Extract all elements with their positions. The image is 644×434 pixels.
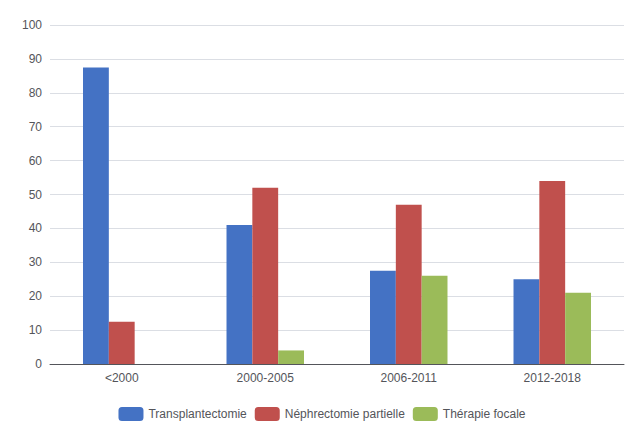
svg-text:Néphrectomie partielle: Néphrectomie partielle (285, 407, 405, 421)
svg-text:Transplantectomie: Transplantectomie (148, 407, 247, 421)
svg-text:20: 20 (29, 289, 43, 303)
svg-text:30: 30 (29, 255, 43, 269)
svg-text:70: 70 (29, 120, 43, 134)
svg-text:10: 10 (29, 323, 43, 337)
svg-text:40: 40 (29, 221, 43, 235)
svg-text:50: 50 (29, 188, 43, 202)
svg-text:80: 80 (29, 86, 43, 100)
svg-text:60: 60 (29, 154, 43, 168)
svg-text:90: 90 (29, 52, 43, 66)
svg-text:0: 0 (35, 357, 42, 371)
svg-text:2012-2018: 2012-2018 (524, 371, 582, 385)
svg-text:100: 100 (22, 18, 42, 32)
svg-text:<2000: <2000 (105, 371, 139, 385)
svg-text:2006-2011: 2006-2011 (381, 371, 438, 385)
svg-text:Thérapie focale: Thérapie focale (443, 407, 526, 421)
svg-text:2000-2005: 2000-2005 (237, 371, 295, 385)
